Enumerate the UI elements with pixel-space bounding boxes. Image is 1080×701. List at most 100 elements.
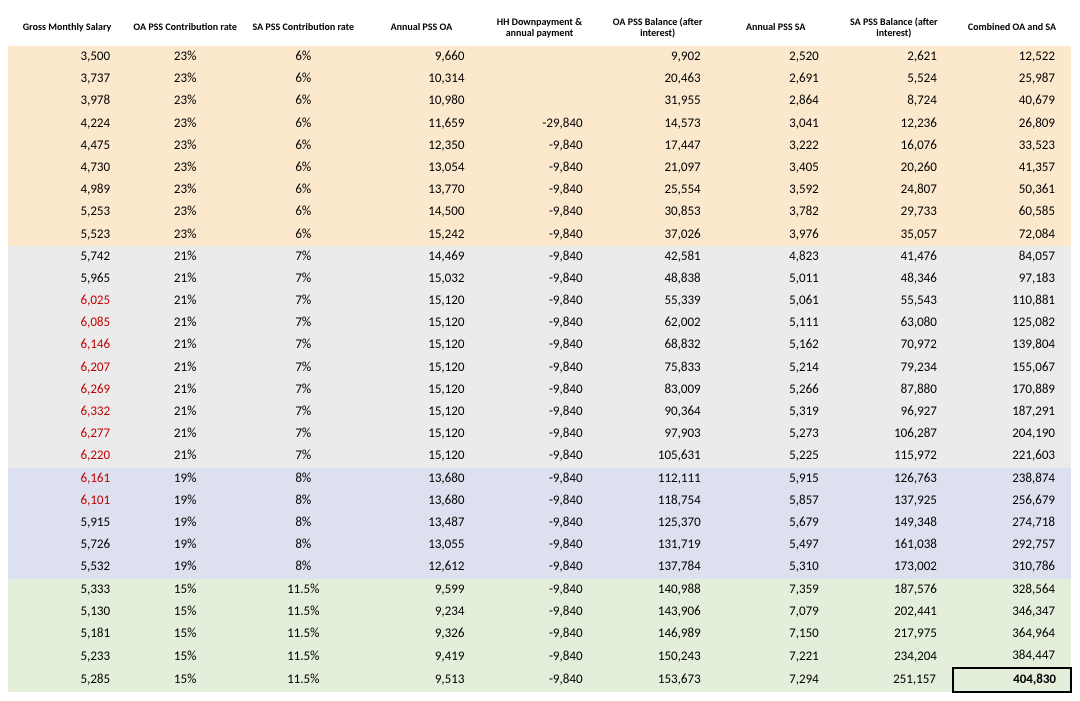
- cell: 131,719: [599, 534, 717, 556]
- cell: 8,724: [835, 90, 953, 112]
- cell: 13,055: [362, 534, 480, 556]
- cell: 21%: [126, 312, 244, 334]
- cell: 238,874: [953, 468, 1071, 490]
- cell: -9,840: [480, 468, 598, 490]
- cell: 23%: [126, 157, 244, 179]
- cell: 5,273: [717, 423, 835, 445]
- cell: 31,955: [599, 90, 717, 112]
- cell: 90,364: [599, 401, 717, 423]
- table-row: 6,08521%7%15,120-9,84062,0025,11163,0801…: [8, 312, 1071, 334]
- cell: 21%: [126, 357, 244, 379]
- cell: 15,120: [362, 290, 480, 312]
- cell: -9,840: [480, 179, 598, 201]
- cell: -9,840: [480, 312, 598, 334]
- cell: 84,057: [953, 246, 1071, 268]
- cell: -9,840: [480, 135, 598, 157]
- cell: 4,989: [8, 179, 126, 201]
- cell: 7,221: [717, 645, 835, 668]
- cell: 13,054: [362, 157, 480, 179]
- cell: 23%: [126, 68, 244, 90]
- cell: 4,475: [8, 135, 126, 157]
- cell: 6,101: [8, 490, 126, 512]
- table-row: 4,22423%6%11,659-29,84014,5733,04112,236…: [8, 113, 1071, 135]
- cell: 21%: [126, 445, 244, 467]
- cell: 3,500: [8, 46, 126, 68]
- cell: 11.5%: [244, 579, 362, 601]
- cell: 19%: [126, 556, 244, 578]
- cell: 6%: [244, 179, 362, 201]
- table-row: 5,72619%8%13,055-9,840131,7195,497161,03…: [8, 534, 1071, 556]
- cell: 4,823: [717, 246, 835, 268]
- col-header-1: OA PSS Contribution rate: [126, 8, 244, 46]
- table-row: 6,14621%7%15,120-9,84068,8325,16270,9721…: [8, 334, 1071, 356]
- table-row: 3,73723%6%10,31420,4632,6915,52425,987: [8, 68, 1071, 90]
- cell: 5,310: [717, 556, 835, 578]
- cell: 14,469: [362, 246, 480, 268]
- cell: -9,840: [480, 157, 598, 179]
- cell: 11.5%: [244, 668, 362, 692]
- cell: 26,809: [953, 113, 1071, 135]
- cell: 5,111: [717, 312, 835, 334]
- cell: 19%: [126, 534, 244, 556]
- cell: 48,838: [599, 268, 717, 290]
- cell: 97,903: [599, 423, 717, 445]
- cell: 292,757: [953, 534, 1071, 556]
- cell: -9,840: [480, 445, 598, 467]
- cell: 19%: [126, 512, 244, 534]
- cell: -9,840: [480, 246, 598, 268]
- cell: 79,234: [835, 357, 953, 379]
- cell: [480, 90, 598, 112]
- cell: 14,573: [599, 113, 717, 135]
- table-row: 5,52323%6%15,242-9,84037,0263,97635,0577…: [8, 224, 1071, 246]
- cell: 5,726: [8, 534, 126, 556]
- cell: 23%: [126, 135, 244, 157]
- cell: 140,988: [599, 579, 717, 601]
- cell: 5,333: [8, 579, 126, 601]
- cell: 7%: [244, 334, 362, 356]
- cell: 6,332: [8, 401, 126, 423]
- cell: 139,804: [953, 334, 1071, 356]
- cell: 7%: [244, 357, 362, 379]
- cell: 68,832: [599, 334, 717, 356]
- cell: 3,222: [717, 135, 835, 157]
- cell: 15,120: [362, 445, 480, 467]
- cell: 3,976: [717, 224, 835, 246]
- cell: 2,621: [835, 46, 953, 68]
- cell: 5,225: [717, 445, 835, 467]
- cell: 9,902: [599, 46, 717, 68]
- table-row: 6,27721%7%15,120-9,84097,9035,273106,287…: [8, 423, 1071, 445]
- cell: 8%: [244, 534, 362, 556]
- cell: 125,370: [599, 512, 717, 534]
- cell: 29,733: [835, 201, 953, 223]
- cell: 11,659: [362, 113, 480, 135]
- cell: 137,925: [835, 490, 953, 512]
- cell: 256,679: [953, 490, 1071, 512]
- cell: 7%: [244, 379, 362, 401]
- cell: 5,497: [717, 534, 835, 556]
- cell: 21%: [126, 401, 244, 423]
- cell: 21%: [126, 246, 244, 268]
- cell: 3,041: [717, 113, 835, 135]
- cell: 5,915: [8, 512, 126, 534]
- table-row: 6,10119%8%13,680-9,840118,7545,857137,92…: [8, 490, 1071, 512]
- cell: 7,079: [717, 601, 835, 623]
- cell: 5,679: [717, 512, 835, 534]
- cell: 112,111: [599, 468, 717, 490]
- cell: 9,513: [362, 668, 480, 692]
- cell: 173,002: [835, 556, 953, 578]
- table-header-row: Gross Monthly SalaryOA PSS Contribution …: [8, 8, 1071, 46]
- cell: 5,915: [717, 468, 835, 490]
- cell: 6%: [244, 90, 362, 112]
- table-row: 5,53219%8%12,612-9,840137,7845,310173,00…: [8, 556, 1071, 578]
- cell: 23%: [126, 224, 244, 246]
- cell: -9,840: [480, 201, 598, 223]
- cell: 5,532: [8, 556, 126, 578]
- col-header-6: Annual PSS SA: [717, 8, 835, 46]
- cell: 5,965: [8, 268, 126, 290]
- cell: 384,447: [953, 645, 1071, 668]
- cell: 5,011: [717, 268, 835, 290]
- cell: 12,236: [835, 113, 953, 135]
- col-header-0: Gross Monthly Salary: [8, 8, 126, 46]
- cell: 23%: [126, 179, 244, 201]
- cell: 7%: [244, 445, 362, 467]
